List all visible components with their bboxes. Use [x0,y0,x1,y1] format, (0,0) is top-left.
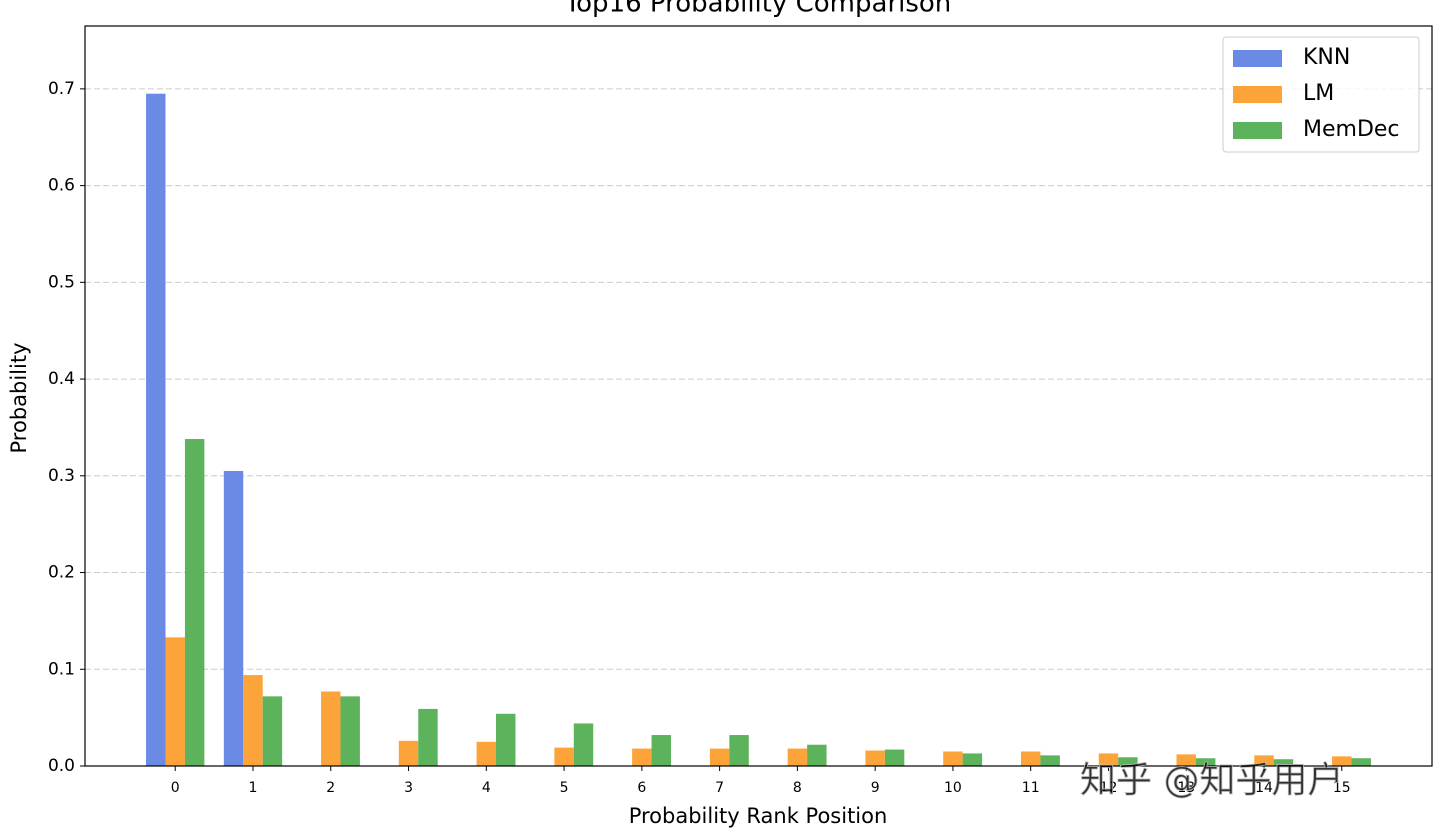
bar [1098,753,1119,766]
legend-swatch [1233,122,1282,139]
bar [1351,758,1371,766]
bar [1176,754,1196,766]
watermark: 知乎 @知乎用户 [1080,760,1343,801]
bar [476,741,497,766]
bar [807,744,827,766]
bar [729,735,749,766]
bar [943,751,963,766]
bar [709,748,730,766]
bar [632,748,652,766]
bar [1195,758,1216,766]
x-tick-label: 13 [1177,780,1195,796]
bar [184,439,205,766]
bar [1040,755,1060,766]
y-tick-label: 0.5 [48,272,75,292]
x-tick-label: 14 [1255,780,1273,796]
legend-label: LM [1303,81,1334,106]
y-tick-label: 0.0 [48,756,75,776]
x-tick-label: 8 [793,780,802,796]
x-tick-label: 3 [404,780,413,796]
x-axis-label: Probability Rank Position [629,804,888,828]
y-tick-label: 0.3 [48,466,75,486]
bar [651,735,672,766]
y-tick-label: 0.1 [48,659,75,679]
bar [1273,759,1294,766]
x-tick-label: 5 [560,780,569,796]
x-tick-label: 1 [249,780,258,796]
plot-frame [84,25,1433,767]
x-tick-label: 15 [1333,780,1351,796]
x-tick-label: 10 [944,780,962,796]
chart-title: Top16 Probability Comparison [564,0,952,19]
bar [787,748,808,766]
bar [321,691,341,766]
x-tick-label: 9 [871,780,880,796]
x-tick-label: 0 [171,780,180,796]
x-tick-label: 11 [1022,780,1040,796]
bar [262,696,283,766]
legend-swatch [1233,50,1282,67]
y-axis-label: Probability [7,342,31,453]
bar [243,675,263,766]
bar [554,747,574,766]
y-tick-label: 0.2 [48,563,75,583]
bar [1332,756,1352,766]
bar [398,740,419,766]
bar [884,749,905,766]
y-tick-label: 0.4 [48,369,75,389]
x-tick-label: 6 [637,780,646,796]
bar [496,713,516,766]
bar [418,708,438,766]
x-tick-label: 12 [1100,780,1118,796]
bar [962,753,983,766]
bar [340,696,360,766]
legend-label: KNN [1303,45,1350,70]
bar [1254,755,1274,766]
bar [146,93,166,767]
bar [223,470,244,766]
y-tick-label: 0.7 [48,79,75,99]
x-tick-label: 4 [482,780,491,796]
y-tick-label: 0.6 [48,176,75,196]
legend-swatch [1233,86,1282,103]
bar [1020,751,1041,766]
x-tick-label: 7 [715,780,724,796]
bar [1118,757,1138,766]
x-tick-label: 2 [326,780,335,796]
bar [573,723,594,766]
bar [865,750,885,766]
bar [165,637,185,766]
legend-label: MemDec [1303,117,1400,142]
